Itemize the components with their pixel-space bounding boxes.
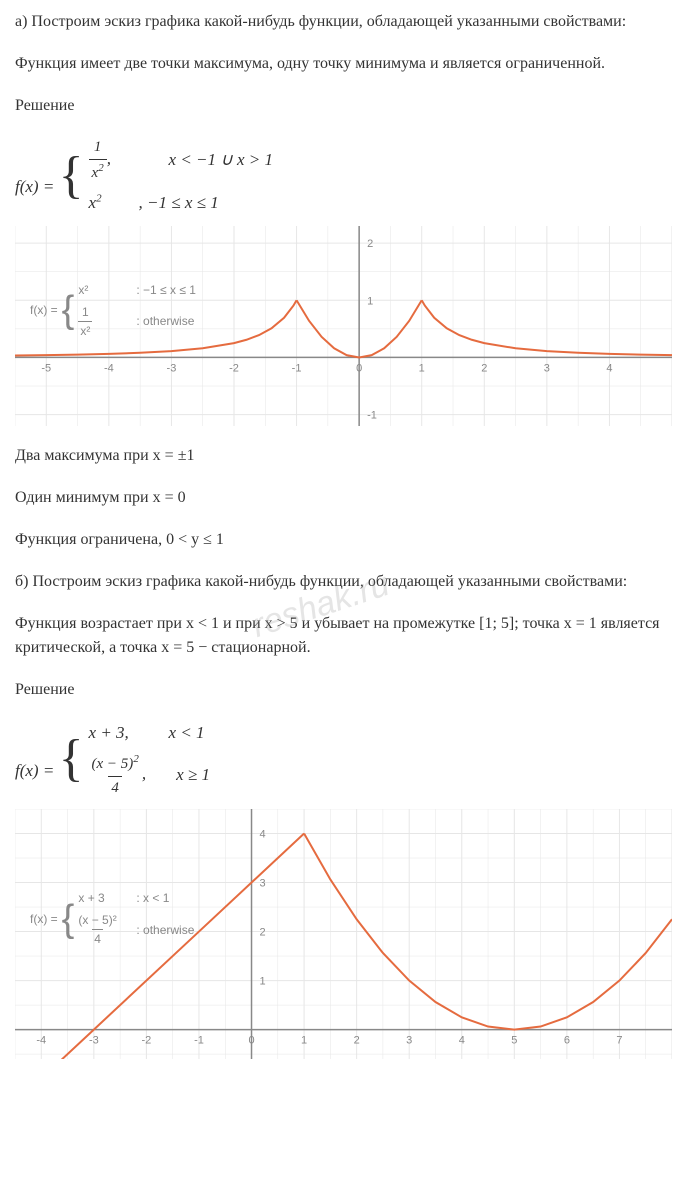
- chart-2-container: -4 -3 -2 -1 0 1 2 3 4 5 6 7 1 2 3 4 f(x) = { x + 3: x <…: [15, 809, 672, 1059]
- svg-text:1: 1: [419, 362, 425, 374]
- svg-text:2: 2: [354, 1035, 360, 1047]
- svg-text:7: 7: [616, 1035, 622, 1047]
- svg-text:0: 0: [248, 1035, 254, 1047]
- svg-text:0: 0: [356, 362, 362, 374]
- svg-text:3: 3: [406, 1035, 412, 1047]
- svg-text:5: 5: [511, 1035, 517, 1047]
- svg-text:-4: -4: [104, 362, 114, 374]
- svg-text:-3: -3: [89, 1035, 99, 1047]
- svg-text:-3: -3: [167, 362, 177, 374]
- svg-text:4: 4: [606, 362, 612, 374]
- func-label: f(x) =: [15, 760, 54, 779]
- piecewise-b: { x + 3, x < 1 (x − 5)2 4 , x ≥ 1: [59, 720, 210, 800]
- section-a-intro: а) Построим эскиз графика какой-нибудь ф…: [15, 10, 672, 34]
- svg-text:4: 4: [459, 1035, 465, 1047]
- svg-text:-5: -5: [41, 362, 51, 374]
- section-a-solution-label: Решение: [15, 94, 672, 118]
- section-a-result2: Один минимум при x = 0: [15, 486, 672, 510]
- section-b-intro: б) Построим эскиз графика какой-нибудь ф…: [15, 570, 672, 594]
- section-b-property: Функция возрастает при x < 1 и при x > 5…: [15, 612, 672, 660]
- fraction: (x − 5)2 4: [89, 751, 142, 799]
- piecewise-a: { 1 x2 , x < −1 ∪ x > 1 x2, −1 ≤ x ≤ 1: [59, 136, 273, 216]
- svg-text:2: 2: [367, 238, 373, 250]
- svg-text:1: 1: [367, 295, 373, 307]
- chart-1-legend: f(x) = { x²: −1 ≤ x ≤ 1 1x²: otherwise: [30, 281, 196, 340]
- svg-text:-2: -2: [142, 1035, 152, 1047]
- svg-text:6: 6: [564, 1035, 570, 1047]
- brace-icon: {: [59, 150, 84, 202]
- section-b-solution-label: Решение: [15, 678, 672, 702]
- svg-text:1: 1: [301, 1035, 307, 1047]
- section-a-function: f(x) = { 1 x2 , x < −1 ∪ x > 1 x2, −1 ≤ …: [15, 136, 672, 216]
- svg-text:4: 4: [260, 829, 266, 841]
- svg-text:-1: -1: [292, 362, 302, 374]
- svg-text:-1: -1: [194, 1035, 204, 1047]
- svg-text:2: 2: [260, 927, 266, 939]
- svg-text:1: 1: [260, 976, 266, 988]
- chart-2-legend: f(x) = { x + 3: x < 1 (x − 5)²4: otherwi…: [30, 889, 194, 948]
- svg-text:2: 2: [481, 362, 487, 374]
- chart-1-container: -5 -4 -3 -2 -1 0 1 2 3 4 -1 1 2 f(x) = { x²: −1 ≤ x …: [15, 226, 672, 426]
- svg-text:3: 3: [260, 878, 266, 890]
- section-b-function: f(x) = { x + 3, x < 1 (x − 5)2 4 , x ≥ 1: [15, 720, 672, 800]
- fraction: 1 x2: [89, 136, 107, 184]
- svg-text:-1: -1: [367, 409, 377, 421]
- func-label: f(x) =: [15, 177, 54, 196]
- brace-icon: {: [59, 733, 84, 785]
- section-a-result3: Функция ограничена, 0 < y ≤ 1: [15, 528, 672, 552]
- section-a-property: Функция имеет две точки максимума, одну …: [15, 52, 672, 76]
- svg-text:-4: -4: [36, 1035, 46, 1047]
- section-a-result1: Два максимума при x = ±1: [15, 444, 672, 468]
- svg-text:-2: -2: [229, 362, 239, 374]
- svg-text:3: 3: [544, 362, 550, 374]
